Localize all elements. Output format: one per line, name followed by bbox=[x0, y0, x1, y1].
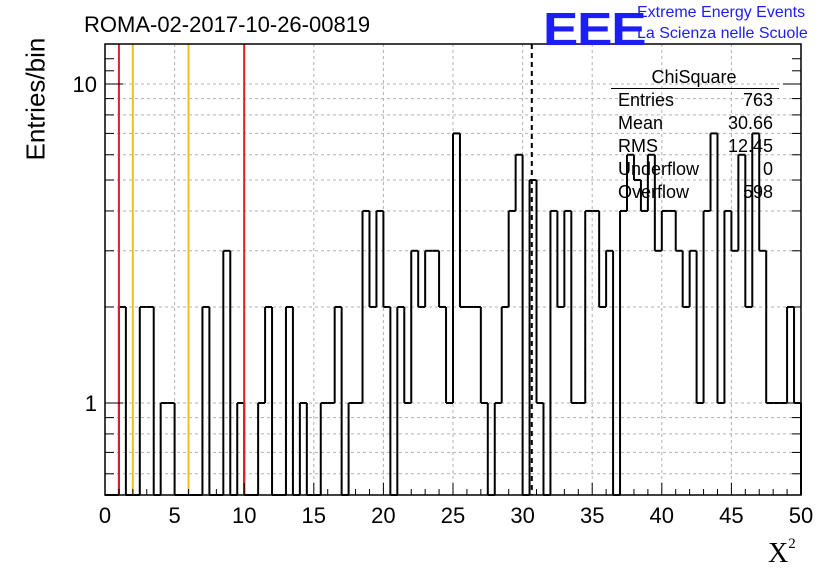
logo-text-line2: La Scienza nelle Scuole bbox=[637, 25, 808, 42]
x-tick-label: 45 bbox=[719, 503, 743, 528]
stats-row-underflow: Underflow 0 bbox=[609, 158, 773, 181]
stats-value: 598 bbox=[742, 182, 773, 202]
stats-label: Underflow bbox=[618, 159, 700, 179]
stats-divider bbox=[611, 88, 779, 89]
x-tick-label: 25 bbox=[441, 503, 465, 528]
x-tick-label: 0 bbox=[99, 503, 111, 528]
x-tick-label: 15 bbox=[302, 503, 326, 528]
stats-label: RMS bbox=[618, 136, 658, 156]
x-axis: 0 5 10 15 20 25 30 35 40 45 50 bbox=[99, 483, 813, 528]
x-tick-label: 35 bbox=[580, 503, 604, 528]
stats-label: Mean bbox=[618, 113, 664, 133]
y-tick-label: 1 bbox=[85, 391, 97, 416]
stats-row-rms: RMS 12.45 bbox=[609, 135, 773, 158]
stats-value: 763 bbox=[742, 90, 773, 110]
stats-value: 0 bbox=[762, 159, 773, 179]
stats-value: 30.66 bbox=[727, 113, 773, 133]
x-tick-label: 10 bbox=[232, 503, 256, 528]
stats-row-overflow: Overflow 598 bbox=[609, 181, 773, 204]
stats-value: 12.45 bbox=[727, 136, 773, 156]
stats-row-entries: Entries 763 bbox=[609, 89, 773, 112]
x-axis-label-base: X bbox=[768, 538, 789, 569]
x-tick-label: 5 bbox=[168, 503, 180, 528]
x-tick-label: 30 bbox=[510, 503, 534, 528]
x-axis-label: X2 bbox=[768, 536, 796, 570]
x-tick-label: 40 bbox=[650, 503, 674, 528]
y-axis-label: Entries/bin bbox=[20, 37, 51, 161]
y-axis: 1 10 bbox=[73, 58, 801, 475]
x-axis-label-superscript: 2 bbox=[788, 536, 796, 552]
y-tick-label: 10 bbox=[73, 72, 97, 97]
stats-title: ChiSquare bbox=[651, 67, 737, 87]
run-title: ROMA-02-2017-10-26-00819 bbox=[84, 12, 371, 37]
eee-logo-mark: EEE bbox=[543, 3, 647, 55]
logo-text-line1: Extreme Energy Events bbox=[637, 4, 806, 21]
x-tick-label: 20 bbox=[371, 503, 395, 528]
stats-row-mean: Mean 30.66 bbox=[609, 112, 773, 135]
stats-label: Entries bbox=[618, 90, 675, 110]
stats-label: Overflow bbox=[618, 182, 690, 202]
x-tick-label: 50 bbox=[789, 503, 813, 528]
stats-box: ChiSquare Entries 763 Mean 30.66 RMS 12.45 … bbox=[609, 66, 779, 204]
